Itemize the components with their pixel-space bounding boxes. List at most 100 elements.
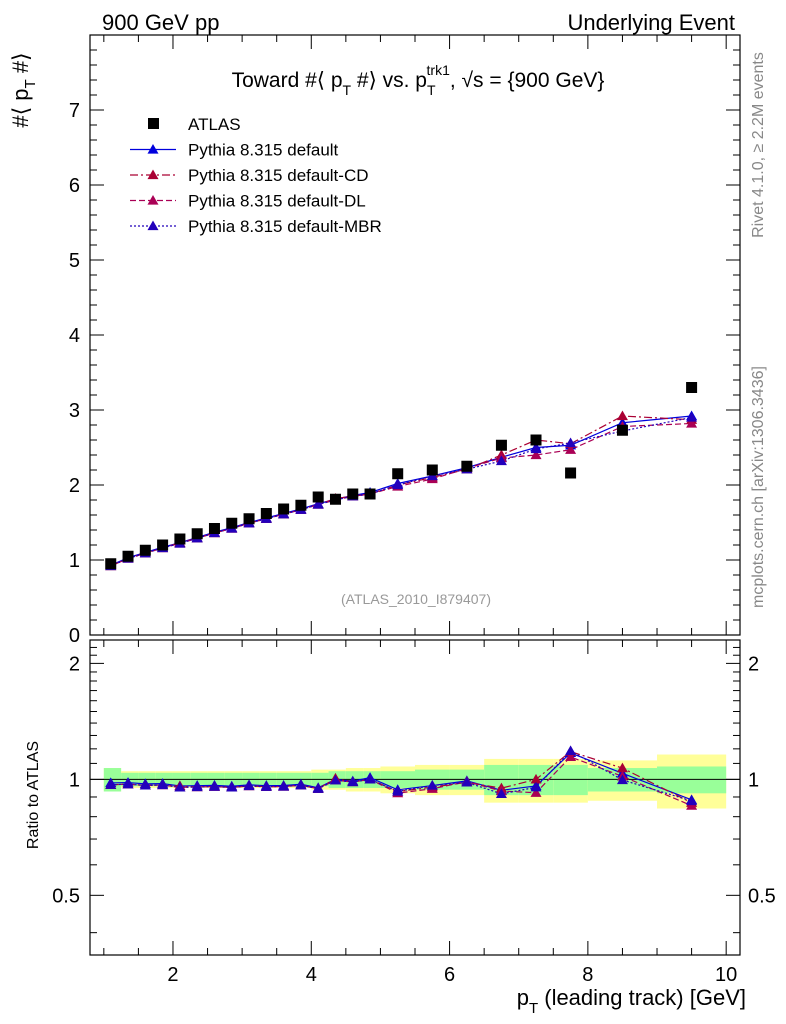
y-tick-label: 3 (69, 400, 80, 422)
data-point (191, 528, 203, 540)
rivet-label: Rivet 4.1.0, ≥ 2.2M events (750, 52, 767, 238)
data-point (260, 508, 272, 519)
ratio-tick-label-right: 2 (748, 653, 759, 675)
ratio-point-3 (495, 788, 507, 798)
header-left: 900 GeV pp (102, 10, 219, 35)
data-point (364, 488, 376, 500)
data-point (295, 499, 307, 511)
ratio-y-axis-label: Ratio to ATLAS (25, 741, 42, 849)
series-point-3 (686, 412, 698, 422)
ratio-point-3 (426, 780, 438, 790)
chart-title: Toward #⟨ pT #⟩ vs. pTtrk1, √s = {900 Ge… (232, 62, 605, 98)
legend-marker-data (148, 118, 159, 129)
ratio-point-3 (312, 783, 324, 793)
data-point (426, 464, 438, 476)
analysis-tag: (ATLAS_2010_I879407) (341, 591, 491, 607)
series-point-3 (565, 437, 577, 448)
y-tick-label: 2 (69, 475, 80, 497)
series-point-3 (392, 479, 404, 490)
ratio-point-3 (243, 780, 255, 791)
data-point (495, 439, 507, 451)
series-point-2 (565, 444, 577, 454)
ratio-point-3 (157, 779, 169, 790)
legend-marker-1 (147, 169, 159, 180)
ratio-point-3 (208, 781, 220, 791)
ratio-point-3 (329, 774, 341, 785)
data-point (105, 558, 117, 570)
data-point (174, 533, 186, 545)
legend-label-0: Pythia 8.315 default (188, 141, 339, 160)
ratio-point-3 (347, 776, 359, 787)
ratio-tick-label-right: 0.5 (748, 885, 776, 907)
y-axis-label-b: #⟩ (8, 52, 33, 79)
data-point (347, 488, 359, 500)
data-point (312, 491, 324, 503)
ratio-point-1 (530, 773, 542, 784)
svg-text:#⟨ pT #⟩: #⟨ pT #⟩ (8, 52, 39, 127)
ratio-tick-label: 0.5 (52, 885, 80, 907)
x-tick-label: 4 (306, 964, 317, 986)
y-tick-label: 5 (69, 250, 80, 272)
x-axis-label: pT (leading track) [GeV] (517, 985, 746, 1017)
ratio-point-3 (295, 779, 307, 790)
legend-marker-3 (147, 220, 159, 231)
y-tick-label: 4 (69, 325, 80, 347)
data-point (530, 434, 542, 446)
ratio-point-3 (530, 781, 542, 792)
y-tick-label: 1 (69, 550, 80, 572)
data-point (226, 517, 238, 529)
ratio-point-3 (278, 780, 290, 791)
ratio-point-3 (686, 795, 698, 806)
series-point-2 (686, 418, 698, 428)
ratio-point-3 (174, 781, 186, 792)
series-line-1 (110, 415, 692, 567)
series-line-2 (110, 422, 692, 567)
ratio-point-3 (461, 776, 473, 787)
ratio-stat-band (553, 764, 588, 796)
data-point (157, 539, 169, 551)
ratio-point-3 (226, 781, 238, 792)
ratio-stat-band (657, 766, 727, 794)
data-point (278, 503, 290, 515)
ratio-point-3 (122, 778, 134, 789)
data-point (243, 513, 255, 525)
data-point (565, 467, 577, 479)
series-point-2 (530, 449, 542, 460)
ratio-point-3 (191, 781, 203, 792)
x-tick-label: 6 (444, 964, 455, 986)
ratio-point-3 (105, 779, 117, 789)
y-tick-label: 6 (69, 175, 80, 197)
data-point (208, 523, 220, 534)
data-point (686, 382, 698, 393)
data-point (139, 544, 151, 556)
ratio-tick-label: 2 (69, 653, 80, 675)
ratio-point-2 (530, 787, 542, 797)
series-point-3 (495, 455, 507, 466)
x-tick-label: 10 (715, 964, 737, 986)
series-point-3 (530, 443, 542, 454)
mcplots-label: mcplots.cern.ch [arXiv:1306.3436] (750, 366, 767, 608)
y-axis-label-sub: T (22, 79, 39, 88)
ratio-tick-label: 1 (69, 769, 80, 791)
y-tick-label: 0 (69, 625, 80, 647)
ratio-point-1 (616, 762, 628, 773)
header-right: Underlying Event (567, 10, 735, 35)
data-point (616, 424, 628, 436)
legend-marker-2 (147, 195, 159, 205)
ratio-point-3 (616, 774, 628, 785)
ratio-series-line-3 (110, 750, 692, 802)
ratio-tick-label-right: 1 (748, 769, 759, 791)
legend-label-data: ATLAS (188, 115, 241, 134)
y-axis-label: #⟨ pT #⟩ (8, 52, 39, 127)
y-tick-label: 7 (69, 100, 80, 122)
legend-marker-0 (147, 144, 159, 154)
data-point (122, 550, 134, 562)
ratio-point-3 (260, 781, 272, 791)
series-point-1 (616, 410, 628, 421)
ratio-point-3 (565, 745, 577, 756)
series-point-3 (312, 499, 324, 509)
ratio-point-2 (565, 751, 577, 762)
ratio-point-3 (364, 773, 376, 784)
data-point (461, 460, 473, 472)
